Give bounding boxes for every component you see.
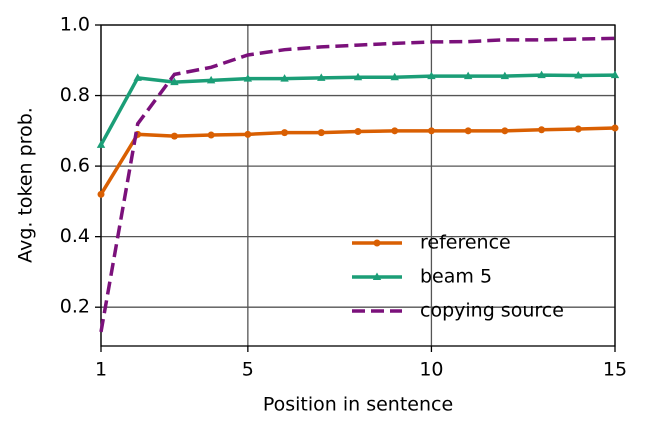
x-axis-label: Position in sentence — [263, 394, 453, 416]
point — [611, 124, 619, 132]
point — [133, 73, 142, 81]
y-tick-label: 0.8 — [60, 84, 90, 106]
plot-frame — [100, 24, 616, 347]
point — [501, 127, 509, 135]
point — [537, 70, 546, 79]
point — [538, 126, 546, 134]
point — [463, 71, 473, 80]
point — [390, 72, 399, 81]
x-tick-label: 5 — [242, 359, 254, 381]
point — [281, 129, 289, 137]
point — [574, 125, 582, 133]
y-tick-label: 0.4 — [60, 225, 90, 247]
point — [207, 131, 215, 139]
y-tick-label: 1.0 — [60, 14, 90, 36]
x-tick-label: 15 — [603, 359, 627, 381]
point — [96, 140, 106, 148]
point — [97, 190, 105, 198]
y-axis-label: Avg. token prob. — [15, 107, 37, 263]
y-tick-label: 0.2 — [60, 296, 90, 318]
point — [244, 130, 252, 138]
series-line — [99, 126, 616, 196]
legend-label: copying source — [420, 300, 564, 322]
legend-label: reference — [420, 232, 511, 254]
x-tick-label: 10 — [419, 359, 443, 381]
point — [206, 75, 216, 84]
point — [317, 73, 326, 81]
point — [353, 72, 363, 81]
point — [354, 128, 362, 136]
legend-label: beam 5 — [420, 266, 492, 288]
point — [464, 127, 472, 135]
y-tick-label: 0.6 — [60, 155, 90, 177]
series-line — [99, 36, 616, 333]
legend-marker — [372, 272, 382, 280]
point — [427, 127, 435, 135]
legend-marker — [373, 239, 381, 247]
point — [317, 129, 325, 137]
point — [280, 74, 289, 82]
point — [170, 77, 179, 86]
legend: reference beam 5 copying source — [352, 232, 564, 322]
point — [391, 127, 399, 135]
point — [500, 71, 510, 80]
point — [170, 132, 178, 140]
point — [610, 70, 620, 79]
point — [243, 74, 253, 82]
x-tick-label: 1 — [95, 359, 107, 381]
point — [427, 71, 436, 80]
point — [574, 70, 583, 79]
